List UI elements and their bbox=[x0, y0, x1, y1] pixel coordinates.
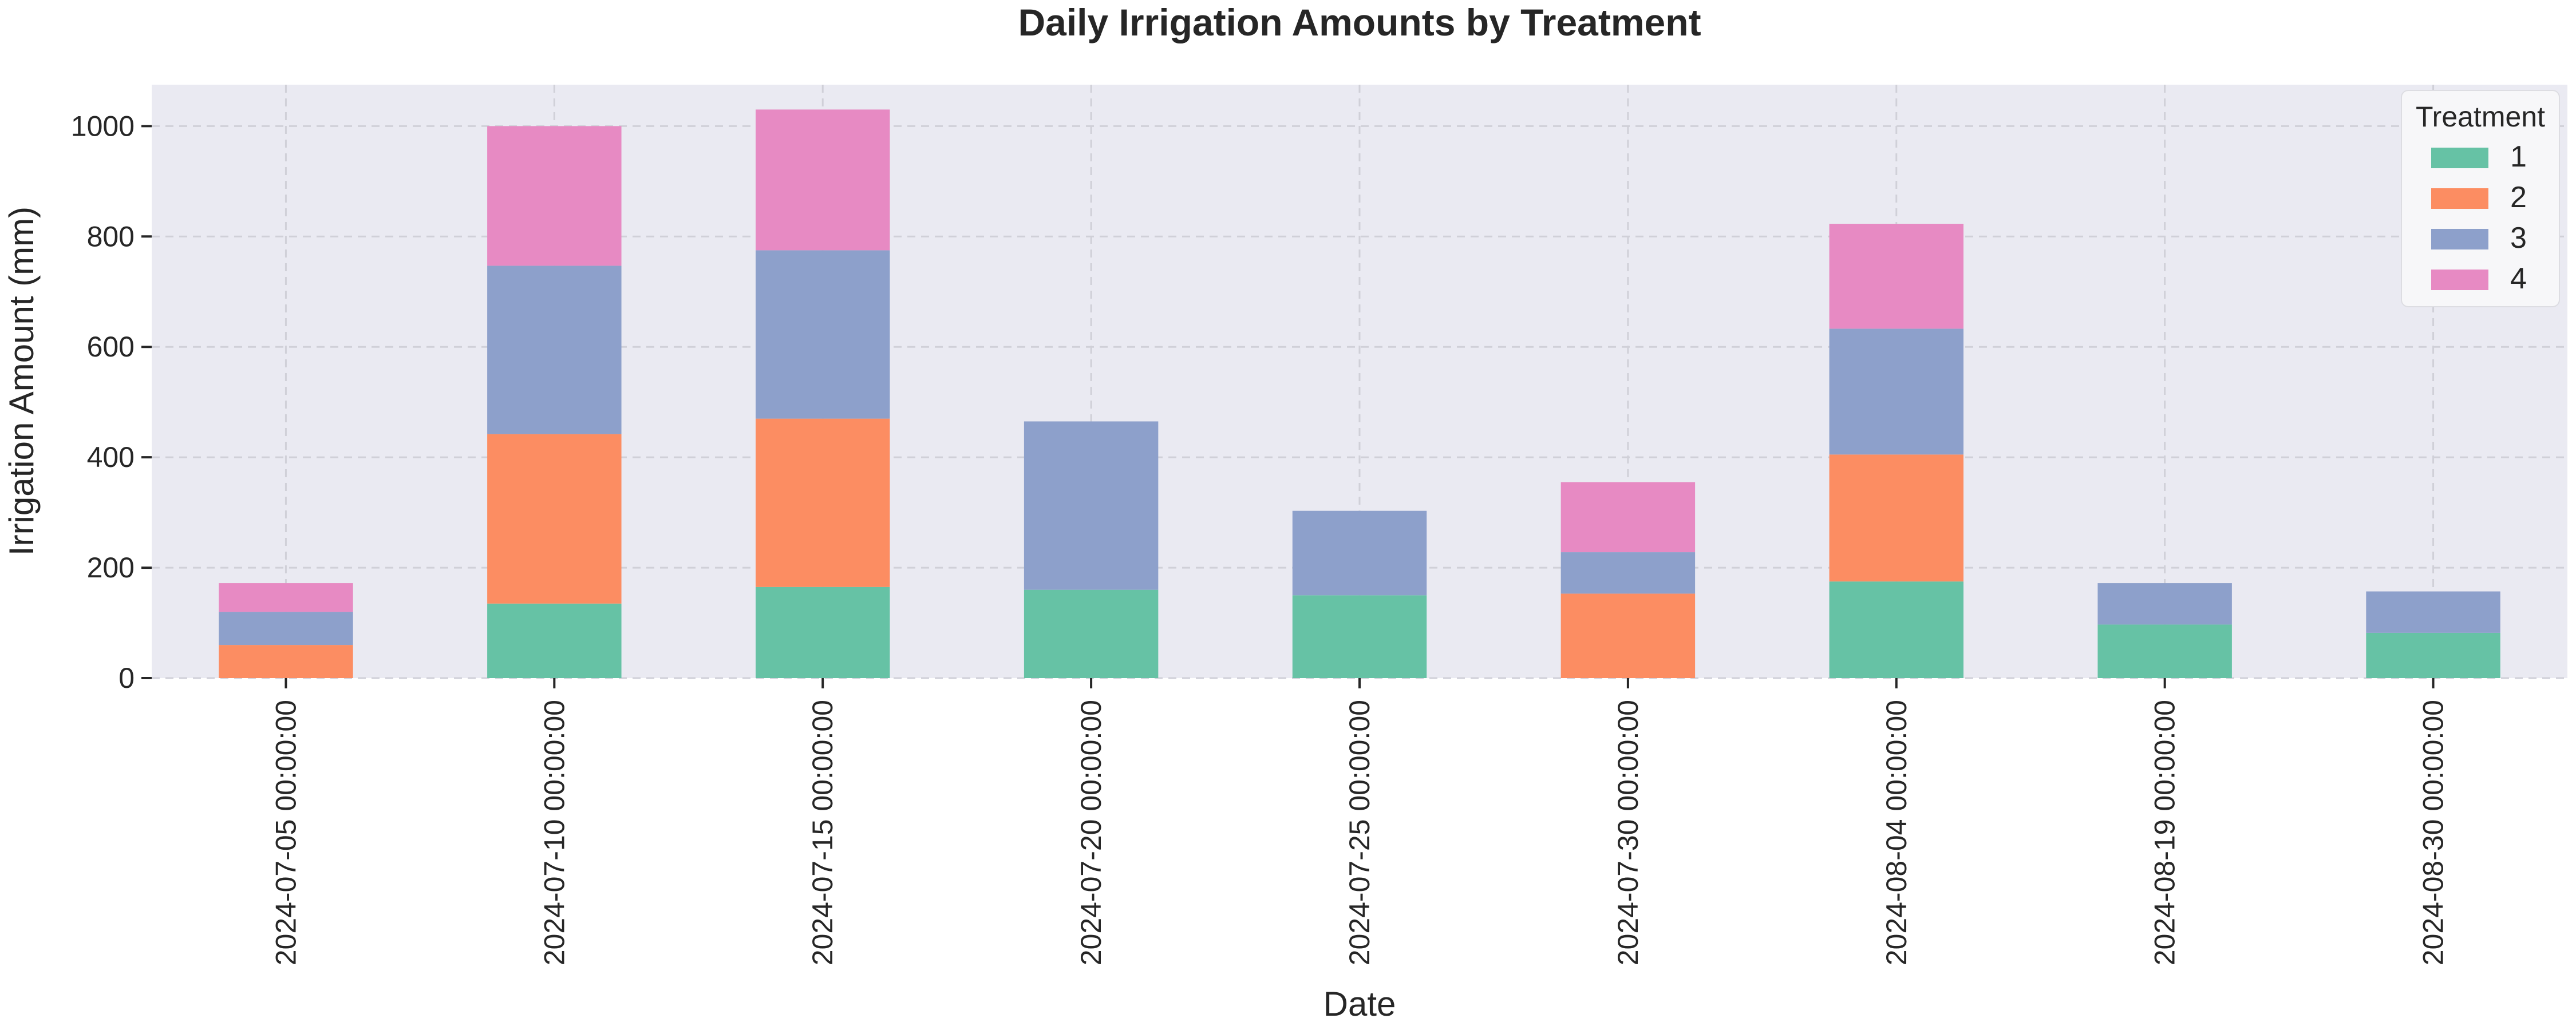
bar-segment-treatment-4 bbox=[1560, 482, 1696, 553]
legend-label: 2 bbox=[2510, 181, 2527, 214]
bar-segment-treatment-3 bbox=[2366, 591, 2500, 633]
bar-segment-treatment-1 bbox=[487, 603, 622, 678]
y-tick-label: 800 bbox=[87, 220, 135, 252]
x-tick-label: 2024-07-20 00:00:00 bbox=[1075, 700, 1107, 965]
y-tick-label: 400 bbox=[87, 441, 135, 473]
bar-segment-treatment-3 bbox=[1829, 328, 1963, 455]
bar-segment-treatment-1 bbox=[1829, 581, 1963, 678]
x-tick-label: 2024-07-15 00:00:00 bbox=[807, 700, 839, 965]
legend-title: Treatment bbox=[2416, 101, 2545, 133]
legend-swatch-2 bbox=[2431, 188, 2488, 209]
y-tick-label: 1000 bbox=[71, 110, 135, 142]
bar-segment-treatment-4 bbox=[487, 126, 622, 266]
legend-label: 3 bbox=[2510, 221, 2527, 255]
chart-title: Daily Irrigation Amounts by Treatment bbox=[1018, 1, 1701, 43]
axes: 0 200 400 600 800 1000 2024-07-05 00:00:00 2024… bbox=[71, 110, 2449, 965]
bar-segment-treatment-2 bbox=[1560, 593, 1696, 678]
x-tick-label: 2024-07-30 00:00:00 bbox=[1612, 700, 1644, 965]
bar-segment-treatment-4 bbox=[219, 583, 353, 612]
bar-segment-treatment-2 bbox=[487, 434, 622, 604]
bar-segment-treatment-1 bbox=[2366, 632, 2500, 678]
y-axis-label: Irrigation Amount (mm) bbox=[2, 207, 41, 556]
x-axis-label: Date bbox=[1323, 985, 1396, 1023]
bar-segment-treatment-2 bbox=[219, 645, 353, 678]
bar-segment-treatment-4 bbox=[756, 109, 890, 251]
bar-segment-treatment-3 bbox=[1024, 421, 1159, 590]
x-tick-label: 2024-07-25 00:00:00 bbox=[1344, 700, 1376, 965]
bar-segment-treatment-1 bbox=[756, 587, 890, 678]
bar-segment-treatment-1 bbox=[1292, 595, 1427, 678]
legend-swatch-3 bbox=[2431, 229, 2488, 249]
x-tick-label: 2024-08-19 00:00:00 bbox=[2149, 700, 2181, 965]
legend-swatch-1 bbox=[2431, 148, 2488, 168]
bar-segment-treatment-3 bbox=[487, 266, 622, 434]
bar-segment-treatment-4 bbox=[1829, 224, 1963, 329]
bar-segment-treatment-3 bbox=[1560, 552, 1696, 594]
bars bbox=[219, 109, 2500, 678]
bar-segment-treatment-1 bbox=[2097, 624, 2232, 678]
legend: Treatment 1 2 3 4 bbox=[2401, 90, 2560, 307]
x-tick-label: 2024-07-10 00:00:00 bbox=[538, 700, 570, 965]
x-tick-label: 2024-08-30 00:00:00 bbox=[2417, 700, 2449, 965]
bar-segment-treatment-2 bbox=[756, 418, 890, 587]
y-tick-label: 600 bbox=[87, 331, 135, 363]
bar-segment-treatment-3 bbox=[756, 250, 890, 419]
bar-segment-treatment-3 bbox=[219, 612, 353, 645]
x-tick-label: 2024-08-04 00:00:00 bbox=[1880, 700, 1913, 965]
bar-segment-treatment-3 bbox=[2097, 583, 2232, 625]
y-tick-label: 0 bbox=[118, 662, 135, 694]
legend-label: 1 bbox=[2510, 140, 2527, 173]
legend-label: 4 bbox=[2510, 262, 2527, 295]
bar-segment-treatment-2 bbox=[1829, 454, 1963, 582]
x-tick-label: 2024-07-05 00:00:00 bbox=[270, 700, 302, 965]
bar-segment-treatment-1 bbox=[1024, 589, 1159, 678]
y-tick-label: 200 bbox=[87, 552, 135, 584]
legend-swatch-4 bbox=[2431, 270, 2488, 290]
bar-segment-treatment-3 bbox=[1292, 510, 1427, 596]
